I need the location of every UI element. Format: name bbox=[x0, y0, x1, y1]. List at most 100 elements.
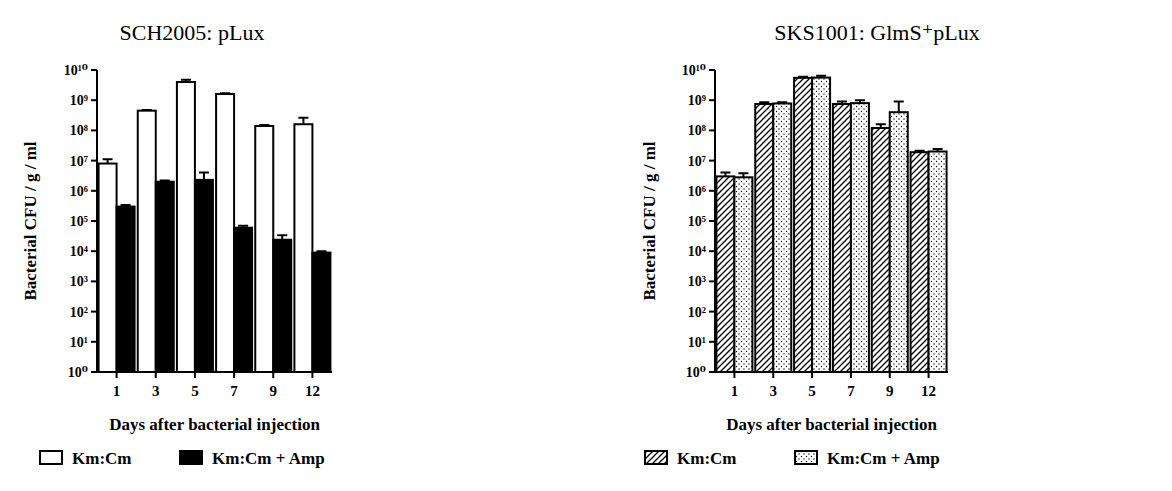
error-bar bbox=[121, 205, 131, 207]
y-tick-label: 10⁸ bbox=[70, 123, 88, 138]
bar bbox=[773, 103, 791, 372]
title: SCH2005: pLux bbox=[120, 20, 265, 45]
y-tick bbox=[91, 190, 97, 192]
y-tick bbox=[91, 371, 97, 373]
y-tick-label: 10¹ bbox=[688, 335, 706, 350]
y-tick bbox=[91, 250, 97, 252]
legend-swatch bbox=[40, 451, 62, 464]
error-bar bbox=[142, 109, 152, 112]
x-axis bbox=[715, 371, 948, 373]
y-tick-label: 10⁷ bbox=[70, 154, 88, 169]
bar bbox=[195, 180, 213, 372]
bar bbox=[911, 152, 929, 372]
legend-swatch bbox=[645, 451, 667, 464]
y-tick bbox=[709, 160, 715, 162]
y-tick-label: 10⁴ bbox=[70, 244, 89, 259]
error-bar bbox=[199, 173, 209, 180]
x-tick bbox=[116, 372, 118, 378]
error-bar bbox=[759, 102, 769, 104]
x-tick-label: 5 bbox=[191, 383, 199, 399]
x-tick-label: 1 bbox=[113, 383, 121, 399]
x-tick bbox=[889, 372, 891, 378]
error-bar bbox=[316, 251, 326, 252]
y-tick bbox=[709, 99, 715, 101]
x-tick-label: 9 bbox=[886, 383, 894, 399]
error-bar bbox=[298, 118, 308, 124]
error-bar bbox=[837, 102, 847, 104]
bar bbox=[117, 207, 135, 372]
x-tick-label: 12 bbox=[921, 383, 936, 399]
error-bar bbox=[777, 102, 787, 103]
bar bbox=[156, 182, 174, 372]
bar bbox=[99, 164, 117, 372]
x-tick-label: 5 bbox=[808, 383, 816, 399]
error-bar bbox=[855, 100, 865, 103]
bar bbox=[851, 103, 869, 372]
y-tick-label: 10² bbox=[70, 305, 88, 320]
bar bbox=[312, 253, 330, 372]
figure: SCH2005: pLux 10⁰ 10¹ 10² 10³ 10⁴ 10⁵ 10⁶ 10⁷ 10⁸… bbox=[0, 0, 1172, 491]
y-tick-label: 10⁴ bbox=[688, 244, 707, 259]
legend-swatch bbox=[795, 451, 817, 464]
x-tick-label: 7 bbox=[230, 383, 238, 399]
x-tick-label: 7 bbox=[847, 383, 855, 399]
error-bar bbox=[738, 173, 748, 177]
y-tick bbox=[91, 341, 97, 343]
y-tick bbox=[709, 280, 715, 282]
error-bar bbox=[103, 159, 113, 163]
bar bbox=[216, 94, 234, 372]
x-axis-label: Days after bacterial injection bbox=[109, 415, 320, 434]
bar bbox=[138, 111, 156, 372]
x-tick bbox=[811, 372, 813, 378]
y-tick-label: 10³ bbox=[70, 274, 88, 289]
error-bar bbox=[277, 235, 287, 240]
error-bar bbox=[160, 180, 170, 181]
y-tick-label: 10³ bbox=[688, 274, 706, 289]
bar bbox=[234, 228, 252, 372]
x-tick bbox=[850, 372, 852, 378]
y-tick-label: 10¹ bbox=[70, 335, 88, 350]
bar bbox=[255, 126, 273, 372]
error-bar bbox=[816, 76, 826, 78]
y-tick-label: 10⁶ bbox=[70, 184, 88, 199]
y-tick-label: 10⁶ bbox=[688, 184, 706, 199]
y-axis-label: Bacterial CFU / g / ml bbox=[640, 141, 659, 300]
bars bbox=[99, 80, 331, 372]
x-tick bbox=[194, 372, 196, 378]
error-bar bbox=[259, 124, 269, 127]
legend-label: Km:Cm + Amp bbox=[827, 449, 940, 468]
error-bar bbox=[933, 149, 943, 151]
y-tick bbox=[709, 69, 715, 71]
legend: Km:CmKm:Cm + Amp bbox=[40, 449, 325, 468]
y-tick bbox=[91, 99, 97, 101]
y-tick bbox=[709, 311, 715, 313]
error-bar bbox=[798, 77, 808, 78]
y-tick-label: 10⁷ bbox=[688, 154, 706, 169]
bar bbox=[273, 240, 291, 372]
legend-label: Km:Cm bbox=[677, 449, 736, 468]
x-tick bbox=[928, 372, 930, 378]
y-tick bbox=[91, 129, 97, 131]
x-tick-label: 12 bbox=[305, 383, 320, 399]
y-tick-label: 10⁰ bbox=[68, 365, 88, 380]
y-tick bbox=[709, 371, 715, 373]
bar bbox=[890, 112, 908, 372]
bar bbox=[177, 82, 195, 372]
y-tick-label: 10⁵ bbox=[70, 214, 88, 229]
y-tick-label: 10⁹ bbox=[70, 93, 88, 108]
title: SKS1001: GlmS⁺pLux bbox=[774, 20, 979, 45]
x-axis-label: Days after bacterial injection bbox=[726, 415, 937, 434]
bar bbox=[833, 104, 851, 372]
y-tick-label: 10¹⁰ bbox=[682, 63, 706, 78]
y-tick-label: 10⁵ bbox=[688, 214, 706, 229]
bar bbox=[929, 152, 947, 372]
error-bar bbox=[720, 173, 730, 177]
y-tick bbox=[709, 129, 715, 131]
x-tick-label: 9 bbox=[270, 383, 278, 399]
x-axis bbox=[97, 371, 332, 373]
y-tick-label: 10⁹ bbox=[688, 93, 706, 108]
legend-swatch bbox=[180, 451, 202, 464]
y-tick-label: 10¹⁰ bbox=[64, 63, 88, 78]
bar bbox=[294, 124, 312, 372]
error-bar bbox=[238, 226, 248, 228]
